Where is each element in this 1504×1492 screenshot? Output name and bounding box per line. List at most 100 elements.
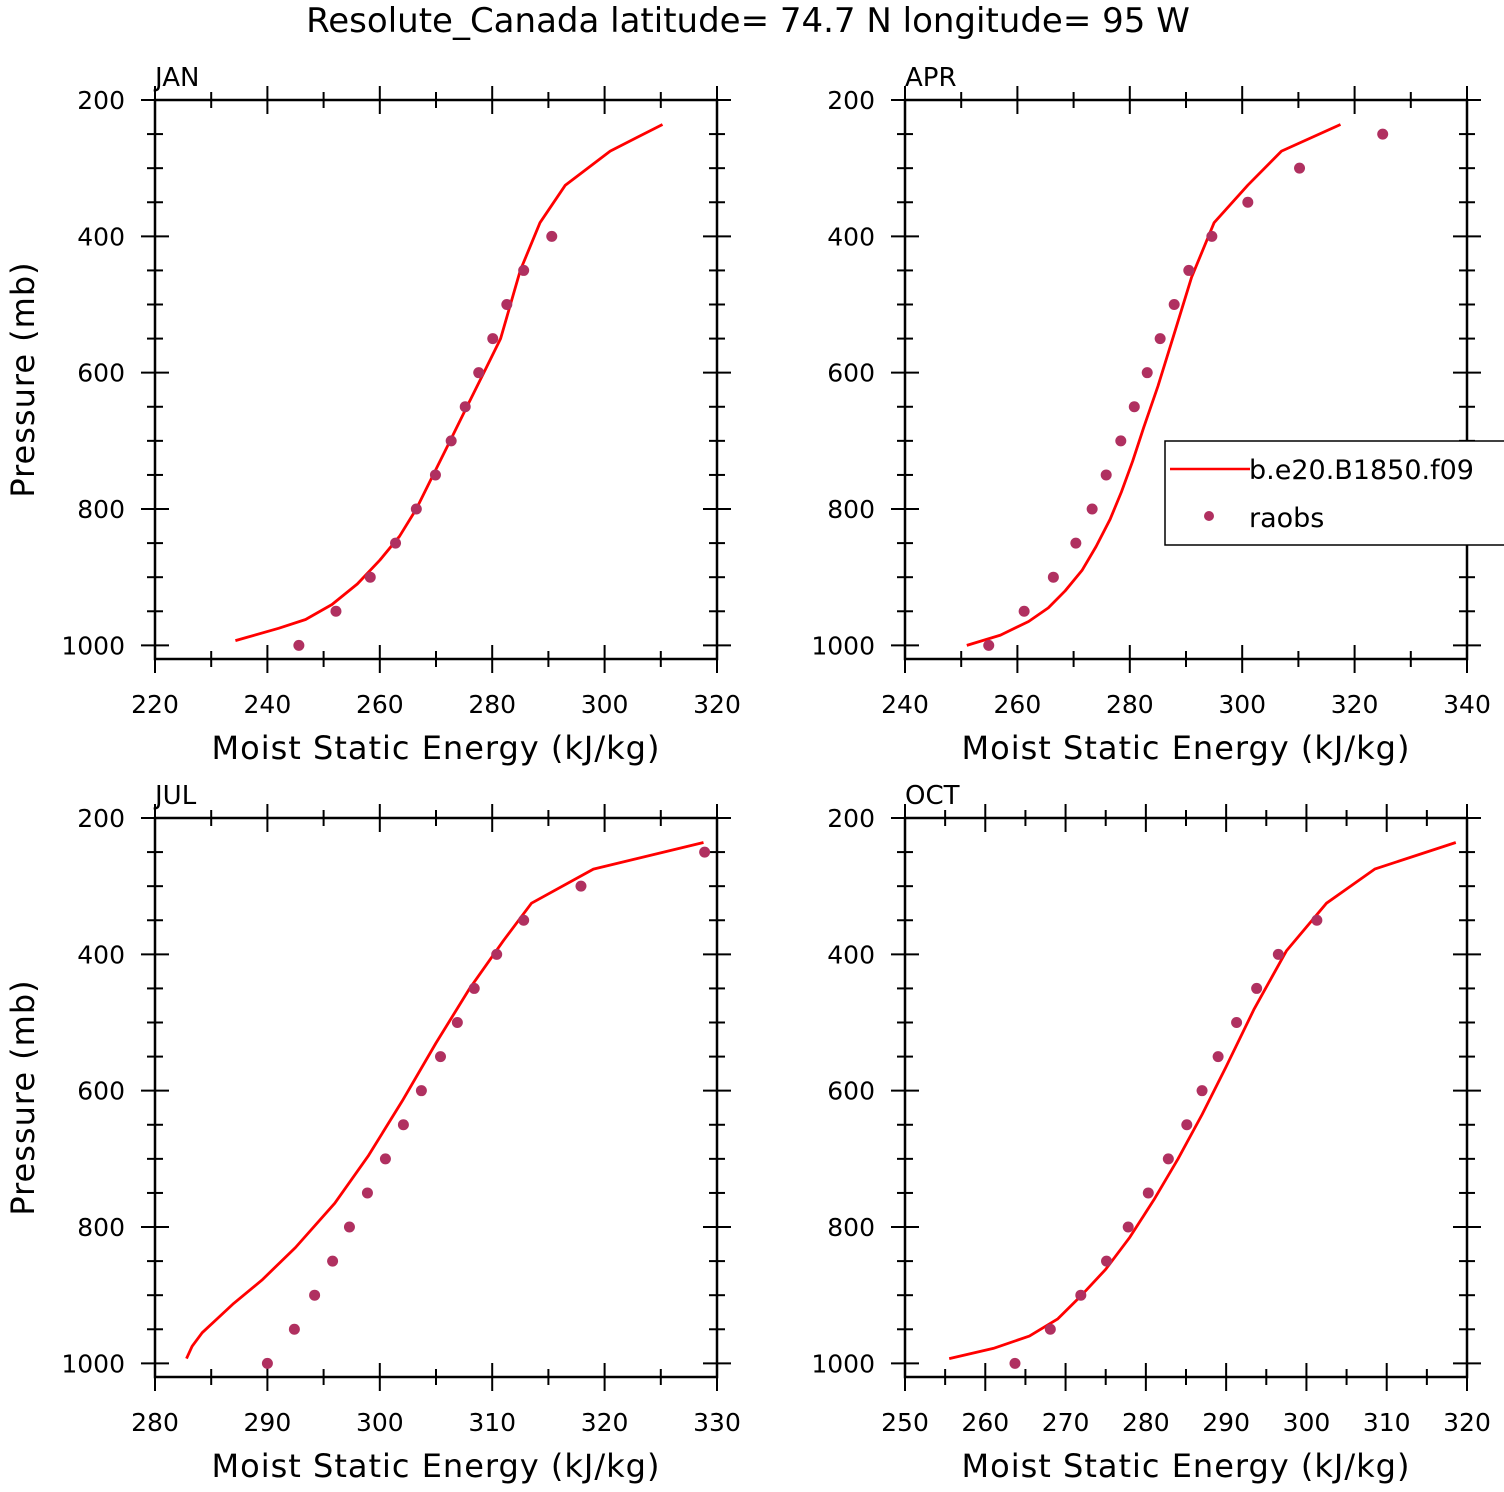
panel-label: JUL	[153, 781, 197, 811]
x-tick-label: 280	[468, 690, 516, 719]
y-tick-label: 400	[77, 222, 125, 251]
obs-point	[1311, 914, 1323, 926]
obs-point	[451, 1017, 463, 1029]
panel-jan: JAN 200 400 600 800 1000 220 240 260 280 300 320 Moi…	[4, 63, 741, 767]
obs-point	[1242, 196, 1254, 208]
obs-point	[293, 639, 305, 651]
x-tick-label: 290	[244, 1408, 292, 1437]
obs-point	[288, 1323, 300, 1335]
obs-point	[1018, 605, 1030, 617]
y-tick-label: 400	[827, 940, 875, 969]
x-axis-label: Moist Static Energy (kJ/kg)	[962, 1447, 1411, 1485]
x-tick-label: 300	[356, 1408, 404, 1437]
x-tick-label: 270	[1042, 1408, 1090, 1437]
y-tick-label: 800	[827, 1213, 875, 1242]
x-axis-label: Moist Static Energy (kJ/kg)	[962, 729, 1411, 767]
y-tick-label: 200	[827, 86, 875, 115]
x-tick-label: 250	[881, 1408, 929, 1437]
obs-point	[1009, 1357, 1021, 1369]
y-axis-label: Pressure (mb)	[4, 261, 42, 497]
y-tick-label: 200	[77, 804, 125, 833]
obs-point	[261, 1357, 273, 1369]
obs-point	[491, 948, 503, 960]
panel-apr: APR 200 400 600 800 1000 240 260 280 300 320 340 Moi…	[811, 63, 1490, 767]
x-tick-label: 340	[1443, 690, 1491, 719]
obs-point	[1154, 333, 1166, 345]
legend-box	[1164, 440, 1504, 546]
obs-point	[1044, 1323, 1056, 1335]
obs-point	[1206, 230, 1218, 242]
obs-point	[1115, 435, 1127, 447]
obs-point	[1122, 1221, 1134, 1233]
model-line	[966, 123, 1342, 647]
panel-jul: JUL 200 400 600 800 1000 280 290 300 310 320 330 Moi…	[4, 781, 741, 1485]
y-tick-label: 800	[77, 495, 125, 524]
x-tick-label: 300	[1218, 690, 1266, 719]
obs-point	[1183, 264, 1195, 276]
plot-frame	[153, 816, 719, 1379]
x-tick-label: 280	[1122, 1408, 1170, 1437]
legend-marker-swatch	[1204, 511, 1214, 521]
model-line	[948, 841, 1457, 1360]
main-title: Resolute_Canada latitude= 74.7 N longitu…	[306, 1, 1190, 41]
panels: JAN 200 400 600 800 1000 220 240 260 280 300 320 Moi…	[4, 63, 1491, 1485]
obs-point	[546, 230, 558, 242]
obs-point	[1377, 128, 1389, 140]
y-tick-label: 200	[77, 86, 125, 115]
obs-point	[699, 846, 711, 858]
x-tick-label: 310	[468, 1408, 516, 1437]
obs-point	[429, 469, 441, 481]
x-tick-label: 220	[131, 690, 179, 719]
x-tick-label: 330	[693, 1408, 741, 1437]
y-tick-label: 200	[827, 804, 875, 833]
plot-frame	[153, 98, 719, 661]
obs-point	[468, 982, 480, 994]
obs-point	[410, 503, 422, 515]
y-tick-label: 600	[77, 1077, 125, 1106]
panel-label: OCT	[905, 781, 960, 811]
x-tick-label: 310	[1363, 1408, 1411, 1437]
x-tick-label: 320	[1443, 1408, 1491, 1437]
obs-point	[1142, 1187, 1154, 1199]
obs-point	[518, 914, 530, 926]
y-tick-label: 400	[77, 940, 125, 969]
obs-point	[397, 1119, 409, 1131]
obs-point	[518, 264, 530, 276]
x-tick-label: 260	[994, 690, 1042, 719]
obs-point	[1272, 948, 1284, 960]
x-tick-label: 280	[1106, 690, 1154, 719]
obs-point	[1251, 982, 1263, 994]
x-tick-label: 240	[881, 690, 929, 719]
y-tick-label: 600	[827, 359, 875, 388]
obs-point	[390, 537, 402, 549]
x-tick-label: 240	[244, 690, 292, 719]
obs-point	[487, 333, 499, 345]
obs-point	[434, 1051, 446, 1063]
legend-model-label: b.e20.B1850.f09	[1249, 455, 1474, 486]
y-tick-label: 600	[827, 1077, 875, 1106]
x-axis-label: Moist Static Energy (kJ/kg)	[212, 1447, 661, 1485]
legend: b.e20.B1850.f09 raobs	[1164, 440, 1504, 546]
obs-point	[501, 299, 513, 311]
obs-point	[330, 605, 342, 617]
obs-point	[1075, 1289, 1087, 1301]
obs-point	[364, 571, 376, 583]
model-line	[235, 123, 664, 642]
x-tick-label: 260	[356, 690, 404, 719]
panel-label: APR	[905, 63, 957, 93]
y-tick-label: 1000	[61, 631, 125, 660]
obs-point	[459, 401, 471, 413]
obs-point	[361, 1187, 373, 1199]
x-tick-label: 320	[581, 1408, 629, 1437]
y-tick-label: 1000	[811, 631, 875, 660]
y-tick-label: 800	[77, 1213, 125, 1242]
y-tick-label: 400	[827, 222, 875, 251]
obs-point	[1141, 367, 1153, 379]
obs-point	[415, 1085, 427, 1097]
obs-point	[343, 1221, 355, 1233]
model-line	[185, 841, 704, 1360]
obs-point	[1181, 1119, 1193, 1131]
obs-point	[1100, 469, 1112, 481]
obs-point	[473, 367, 485, 379]
